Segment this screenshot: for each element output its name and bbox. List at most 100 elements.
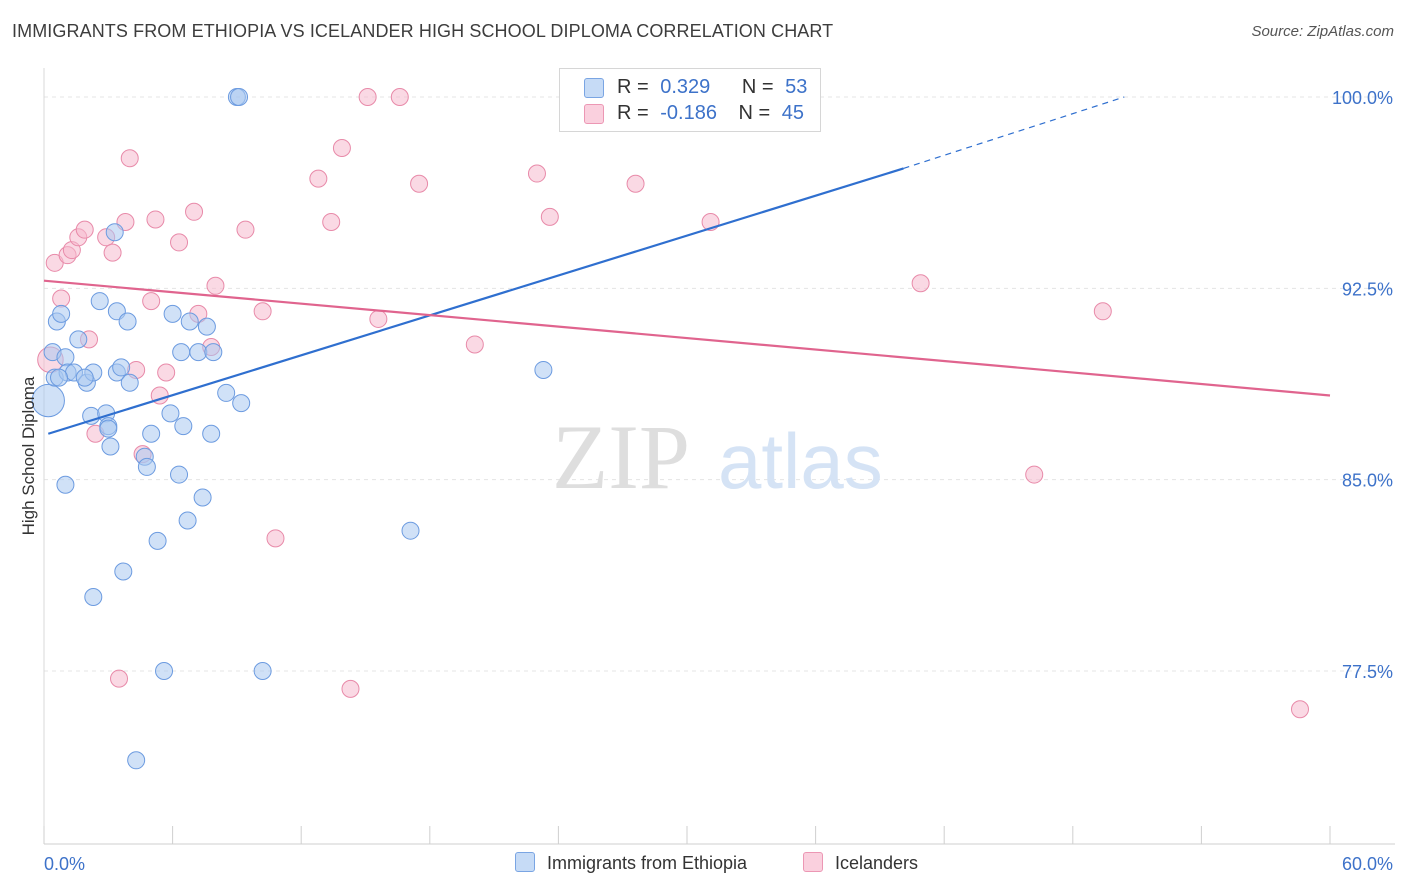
icelander-point (390, 88, 409, 106)
icelander-point (911, 274, 930, 293)
legend-item-icelanders: Icelanders (803, 852, 918, 874)
y-tick-label: 85.0% (1342, 471, 1393, 491)
icelander-point (103, 243, 122, 262)
legend-r-label: R = (617, 76, 649, 98)
ethiopia-point (101, 437, 120, 456)
ethiopia-point (137, 457, 156, 476)
legend-r-value: -0.186 (660, 102, 717, 124)
ethiopia-point (50, 368, 69, 387)
y-tick-label: 92.5% (1342, 279, 1393, 299)
ethiopia-point (174, 417, 193, 436)
icelander-point (236, 220, 255, 239)
ethiopia-point (217, 383, 236, 402)
stats-legend: R = 0.329 N = 53 R = -0.186 N = 45 (559, 68, 821, 132)
chart-title: IMMIGRANTS FROM ETHIOPIA VS ICELANDER HI… (12, 21, 834, 41)
ethiopia-point (253, 662, 272, 680)
points-layer (31, 88, 1309, 770)
ethiopia-point (178, 511, 197, 530)
ethiopia-point (99, 419, 118, 438)
icelander-point (142, 292, 161, 311)
ethiopia-point (118, 312, 137, 331)
y-tick-label: 77.5% (1342, 662, 1393, 682)
ethiopia-point (142, 424, 161, 443)
ethiopia-trend-line (47, 167, 904, 435)
icelander-point (465, 335, 484, 354)
icelander-point (322, 213, 341, 232)
legend-label-icelanders: Icelanders (835, 853, 919, 873)
y-tick-label: 100.0% (1332, 88, 1393, 108)
icelander-point (157, 363, 176, 382)
ethiopia-point (401, 521, 420, 540)
legend-item-ethiopia: Immigrants from Ethiopia (515, 852, 747, 874)
legend-r-label: R = (617, 102, 649, 124)
icelander-point (52, 289, 71, 308)
ethiopia-point (230, 88, 249, 106)
icelander-point (253, 302, 272, 321)
ethiopia-trend-extension (903, 96, 1125, 170)
icelander-point (185, 202, 204, 221)
ethiopia-point (232, 394, 251, 413)
ethiopia-point (75, 368, 94, 387)
trend-layer (43, 96, 1331, 435)
legend-n-label: N = (741, 76, 774, 98)
ethiopia-point (189, 343, 208, 362)
ethiopia-point (112, 358, 131, 377)
watermark: ZIP atlas (552, 406, 883, 508)
legend-r-value: 0.329 (660, 76, 711, 98)
ethiopia-point (52, 304, 71, 323)
legend-swatch-ethiopia (584, 78, 604, 98)
ethiopia-point (56, 348, 75, 367)
legend-swatch-ethiopia (515, 852, 535, 872)
ethiopia-point (127, 751, 146, 770)
icelander-point (1093, 302, 1112, 321)
icelander-point (358, 88, 377, 106)
icelander-point (110, 669, 129, 688)
y-axis-label: High School Diploma (19, 376, 38, 535)
icelander-point (540, 207, 559, 226)
ethiopia-point (120, 373, 139, 392)
icelander-point (309, 169, 328, 188)
ethiopia-point (90, 292, 109, 311)
ethiopia-point (105, 223, 124, 242)
labels-layer: 77.5% 85.0% 92.5% 100.0% 0.0% 60.0% High Schoo… (19, 88, 1393, 874)
ethiopia-point (161, 404, 180, 423)
icelander-point (170, 233, 189, 252)
ethiopia-point (114, 562, 133, 581)
icelander-point (1290, 700, 1309, 719)
ethiopia-point (204, 343, 223, 362)
legend-swatch-icelanders (803, 852, 823, 872)
source-label: Source: ZipAtlas.com (1251, 23, 1394, 40)
icelander-point (626, 174, 645, 193)
icelander-point (206, 276, 225, 295)
legend-swatch-icelanders (584, 104, 604, 124)
ethiopia-point (170, 465, 189, 484)
icelander-point (1025, 465, 1044, 484)
icelander-point (266, 529, 285, 548)
x-tick-label-max: 60.0% (1342, 854, 1393, 874)
watermark-atlas: atlas (718, 417, 883, 505)
ethiopia-point (155, 662, 174, 680)
icelander-point (341, 679, 360, 698)
ethiopia-point (56, 475, 75, 494)
ethiopia-point (69, 330, 88, 349)
ethiopia-point (193, 488, 212, 507)
ethiopia-point (197, 317, 216, 336)
ethiopia-point (172, 343, 191, 362)
x-tick-label-min: 0.0% (44, 854, 85, 874)
icelander-point (527, 164, 546, 183)
icelander-point (146, 210, 165, 229)
ethiopia-point (31, 383, 65, 418)
icelander-point (120, 149, 139, 168)
legend-n-label: N = (738, 102, 771, 124)
legend-n-value: 53 (785, 76, 808, 98)
ethiopia-point (202, 424, 221, 443)
legend-label-ethiopia: Immigrants from Ethiopia (547, 853, 748, 873)
ethiopia-point (180, 312, 199, 331)
ethiopia-point (163, 304, 182, 323)
icelander-point (410, 174, 429, 193)
watermark-zip: ZIP (552, 406, 690, 508)
legend-n-value: 45 (781, 102, 805, 124)
icelander-trend-line (43, 279, 1331, 397)
ethiopia-point (148, 531, 167, 550)
icelander-point (332, 139, 351, 158)
